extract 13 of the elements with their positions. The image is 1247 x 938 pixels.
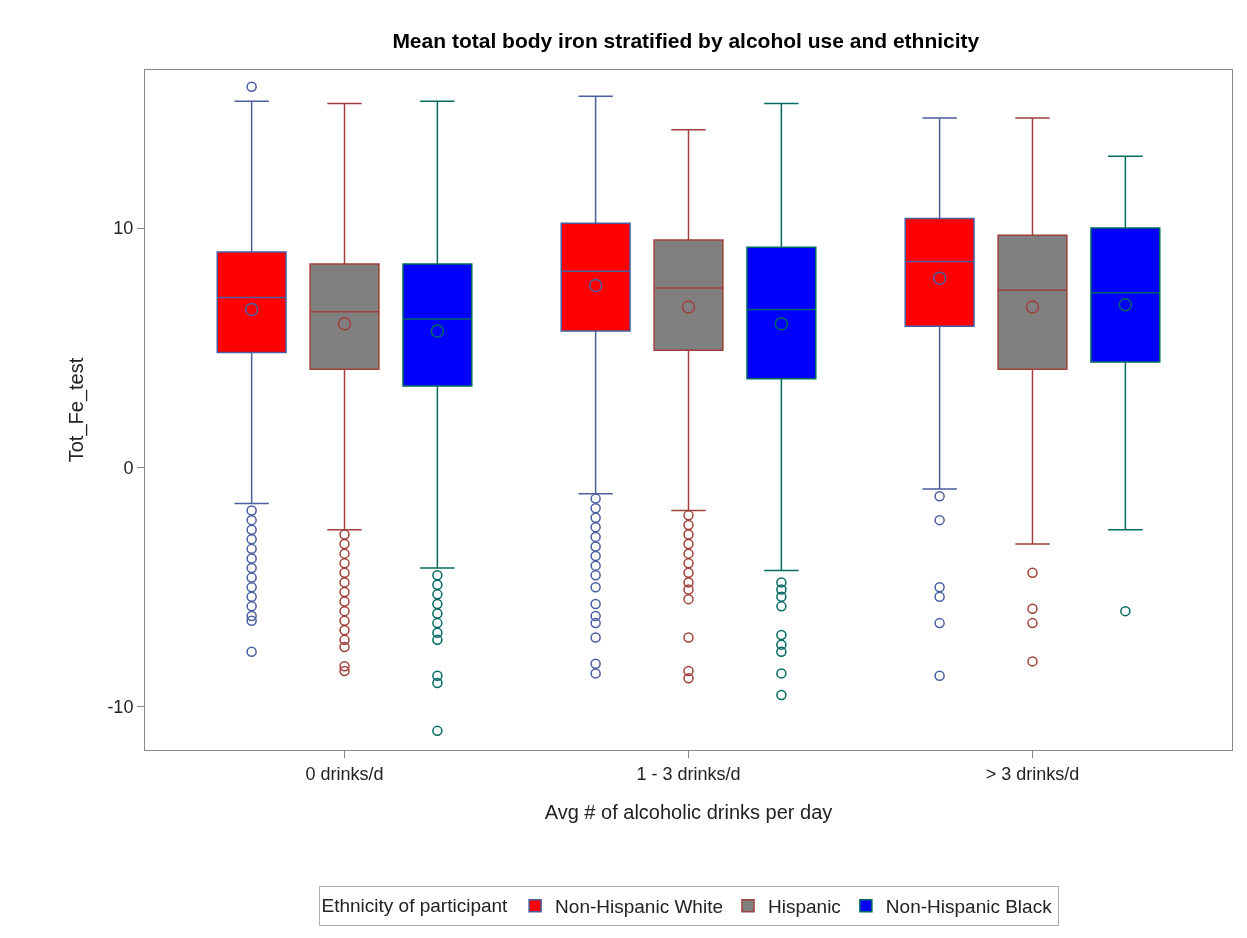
y-axis-title: Tot_Fe_test	[64, 357, 88, 463]
y-tick-label: 10	[113, 218, 134, 239]
legend-label: Non-Hispanic Black	[885, 896, 1053, 918]
legend-title: Ethnicity of participant	[321, 894, 509, 916]
y-tick-label: -10	[107, 697, 134, 718]
y-tick-label: 0	[123, 457, 134, 478]
chart-title: Mean total body iron stratified by alcohol use and ethnicity	[392, 28, 980, 52]
legend-label: Non-Hispanic White	[555, 896, 723, 918]
legend-label: Hispanic	[768, 896, 841, 918]
x-axis-title: Avg # of alcoholic drinks per day	[544, 801, 833, 824]
x-tick-label: 0 drinks/d	[305, 763, 384, 784]
x-tick-label: > 3 drinks/d	[985, 763, 1080, 784]
x-tick-label: 1 - 3 drinks/d	[636, 763, 741, 784]
